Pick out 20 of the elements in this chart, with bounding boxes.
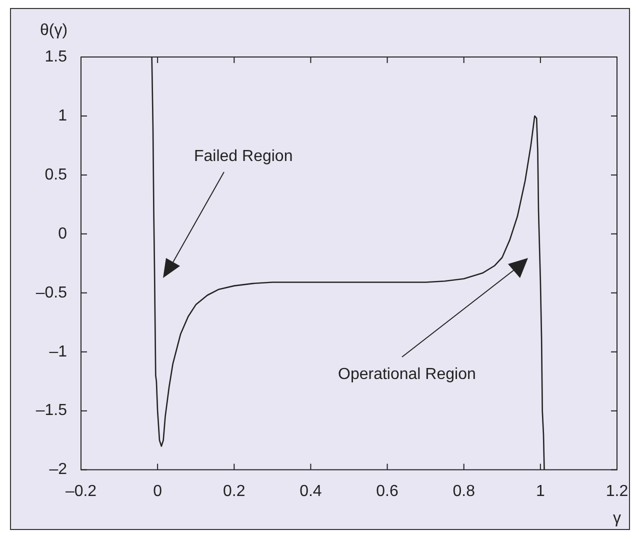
y-tick-label: –1 xyxy=(49,343,68,360)
y-axis-title: θ(γ) xyxy=(40,22,68,40)
y-tick-label: 0 xyxy=(58,225,68,242)
x-tick-label: 0.2 xyxy=(223,482,246,500)
x-tick-label: 1.2 xyxy=(606,482,628,500)
y-tick-label: –0.5 xyxy=(36,284,68,302)
y-tick-label: –2 xyxy=(49,461,68,478)
x-tick-label: 1 xyxy=(536,482,545,500)
y-tick-label: 1.5 xyxy=(44,48,68,66)
y-tick-label: 0.5 xyxy=(44,166,68,184)
y-tick-label: 1 xyxy=(58,107,68,124)
x-tick-label: 0 xyxy=(153,482,162,500)
x-tick-label: 0.4 xyxy=(300,482,322,500)
y-tick-label: –1.5 xyxy=(36,402,68,420)
annotation: Operational Region xyxy=(338,366,476,384)
x-axis-title: γ xyxy=(613,510,621,528)
annotation: Failed Region xyxy=(194,148,293,166)
x-tick-label: 0.6 xyxy=(376,482,399,500)
x-tick-label: 0.8 xyxy=(452,482,476,500)
x-tick-label: –0.2 xyxy=(65,482,97,500)
